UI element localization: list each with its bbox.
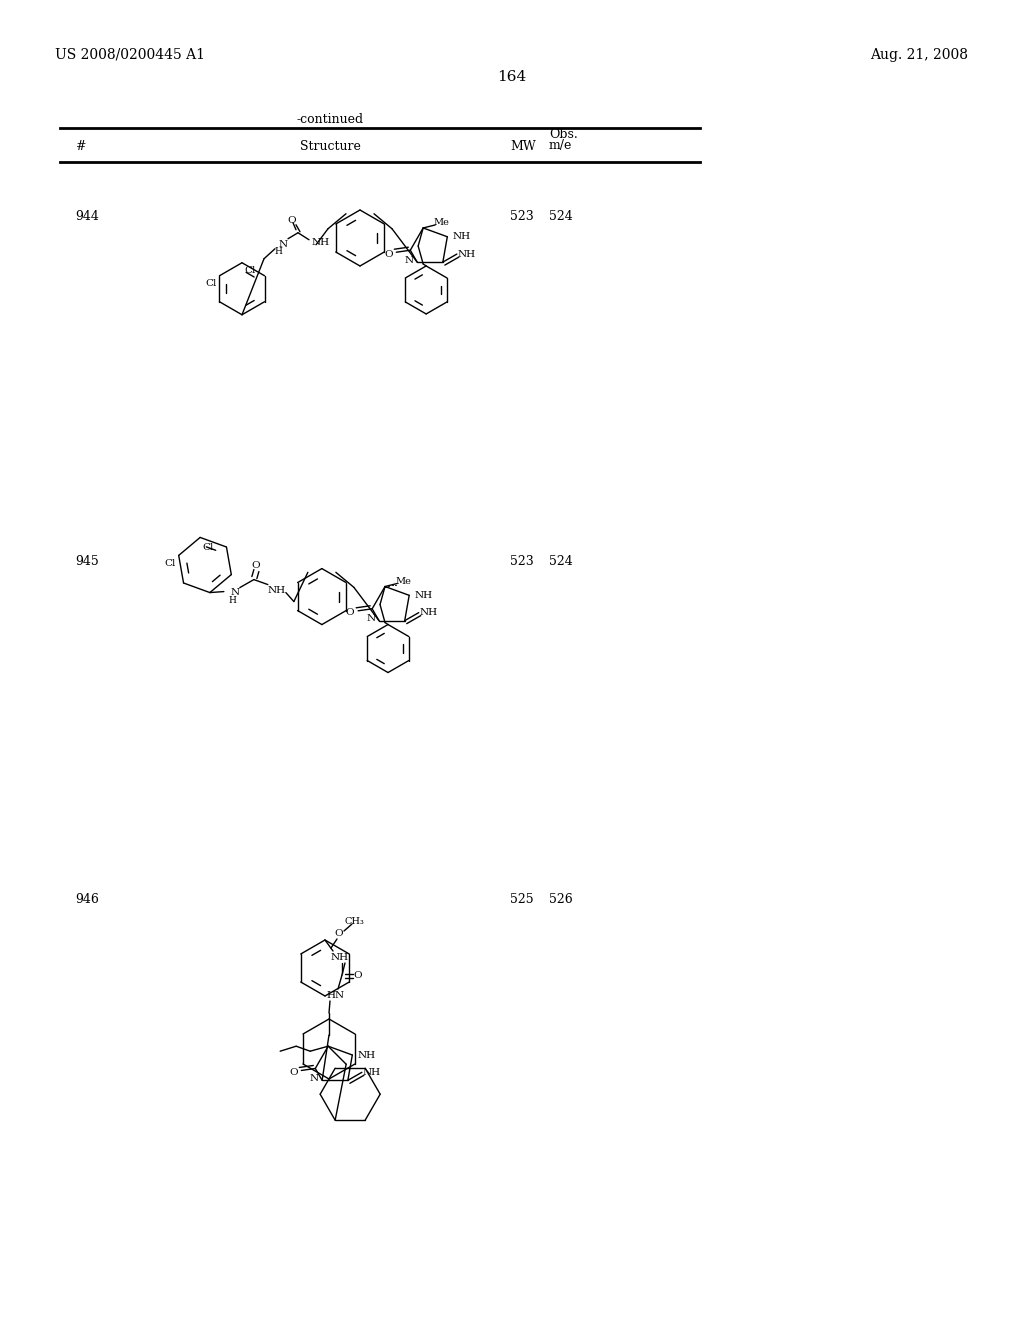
Text: MW: MW — [510, 140, 536, 153]
Text: 946: 946 — [75, 894, 99, 906]
Text: m/e: m/e — [549, 140, 572, 153]
Text: N: N — [367, 614, 376, 623]
Text: Me: Me — [395, 577, 411, 586]
Text: N: N — [279, 240, 288, 249]
Text: H: H — [274, 247, 282, 256]
Text: NH: NH — [414, 591, 432, 599]
Text: O: O — [289, 1068, 298, 1077]
Text: 945: 945 — [75, 554, 98, 568]
Text: 526: 526 — [549, 894, 572, 906]
Text: 524: 524 — [549, 554, 572, 568]
Text: O: O — [335, 929, 343, 939]
Text: O: O — [384, 249, 392, 259]
Text: 523: 523 — [510, 210, 534, 223]
Text: O: O — [252, 561, 260, 570]
Text: US 2008/0200445 A1: US 2008/0200445 A1 — [55, 48, 205, 62]
Text: N: N — [230, 589, 240, 597]
Text: 524: 524 — [549, 210, 572, 223]
Text: NH: NH — [458, 249, 476, 259]
Text: NH: NH — [357, 1051, 376, 1060]
Text: Cl: Cl — [203, 543, 214, 552]
Text: O: O — [288, 216, 296, 226]
Text: Obs.: Obs. — [549, 128, 578, 141]
Text: 525: 525 — [510, 894, 534, 906]
Text: 523: 523 — [510, 554, 534, 568]
Text: Cl: Cl — [245, 267, 256, 276]
Text: N: N — [309, 1074, 318, 1082]
Text: Aug. 21, 2008: Aug. 21, 2008 — [870, 48, 968, 62]
Text: Structure: Structure — [300, 140, 360, 153]
Text: O: O — [353, 970, 362, 979]
Text: CH₃: CH₃ — [344, 917, 364, 927]
Text: Me: Me — [433, 218, 450, 227]
Text: HN: HN — [327, 991, 345, 1001]
Text: Cl: Cl — [206, 280, 217, 288]
Text: O: O — [346, 609, 354, 618]
Text: 944: 944 — [75, 210, 99, 223]
Text: NH: NH — [420, 609, 438, 618]
Text: H: H — [229, 597, 237, 605]
Text: 164: 164 — [498, 70, 526, 84]
Text: NH: NH — [331, 953, 349, 962]
Text: NH: NH — [362, 1068, 381, 1077]
Text: NH: NH — [268, 586, 286, 595]
Text: Cl: Cl — [164, 558, 175, 568]
Text: N: N — [404, 256, 414, 264]
Text: #: # — [75, 140, 85, 153]
Text: -continued: -continued — [296, 114, 364, 125]
Text: NH: NH — [453, 232, 470, 242]
Text: NH: NH — [312, 238, 330, 247]
